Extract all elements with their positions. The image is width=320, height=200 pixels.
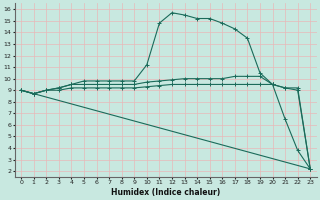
X-axis label: Humidex (Indice chaleur): Humidex (Indice chaleur) — [111, 188, 220, 197]
